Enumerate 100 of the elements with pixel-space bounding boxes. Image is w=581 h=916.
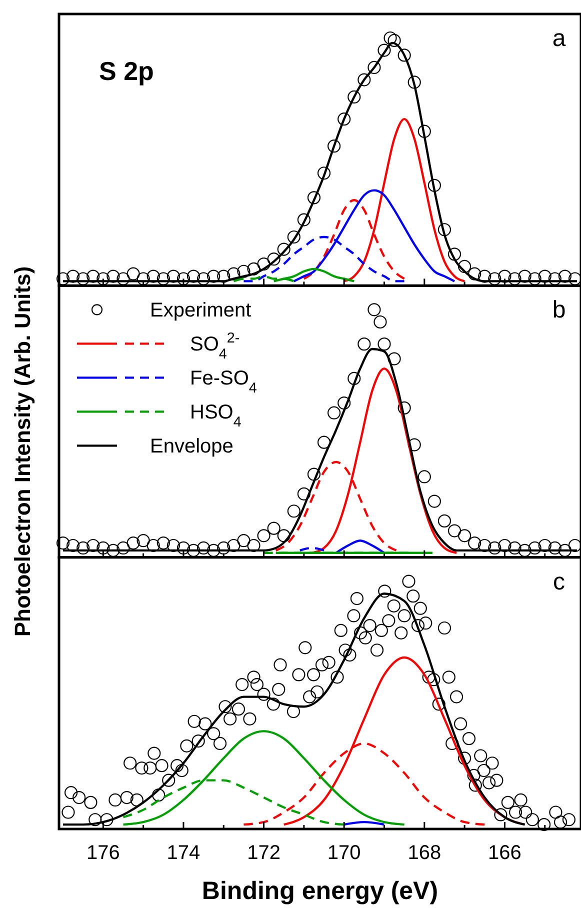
point: [247, 262, 260, 276]
point: [166, 270, 180, 283]
point: [348, 90, 361, 104]
annotation: a: [552, 25, 566, 52]
x-axis-title: Binding energy (eV): [202, 877, 438, 905]
point: [307, 468, 321, 481]
x-tick-label: 166: [488, 842, 522, 864]
point: [358, 73, 371, 86]
point: [66, 538, 80, 552]
point: [186, 270, 200, 283]
annotation: S 2p: [99, 56, 154, 86]
x-tick-label: 170: [327, 842, 361, 864]
y-axis-title: Photoelectron Intensity (Arb. Units): [10, 266, 35, 637]
point: [388, 352, 401, 366]
point: [86, 538, 100, 552]
point: [398, 48, 411, 62]
point: [418, 470, 431, 484]
annotation: b: [552, 296, 566, 324]
point: [136, 272, 150, 286]
point: [96, 541, 110, 555]
point: [166, 538, 180, 552]
x-tick-label: 172: [247, 842, 280, 864]
point: [197, 541, 210, 555]
point: [186, 544, 200, 557]
point: [56, 536, 70, 550]
point: [338, 396, 351, 410]
point: [568, 538, 581, 552]
point: [86, 270, 100, 283]
point: [106, 270, 120, 283]
point: [558, 270, 572, 283]
point: [384, 31, 397, 45]
point: [458, 260, 472, 274]
point: [207, 270, 220, 283]
point: [488, 272, 502, 286]
x-tick-label: 176: [86, 842, 120, 864]
point: [378, 338, 391, 351]
point: [478, 538, 492, 552]
point: [468, 267, 482, 280]
point: [368, 303, 381, 316]
point: [518, 544, 532, 557]
point: [106, 544, 120, 557]
point: [508, 272, 522, 286]
annotation: c: [553, 568, 565, 596]
legend-label: Envelope: [150, 436, 234, 458]
point: [388, 34, 401, 48]
point: [368, 60, 381, 74]
point: [488, 541, 502, 555]
point: [448, 524, 462, 538]
point: [458, 529, 472, 542]
x-tick-label: 174: [166, 842, 200, 864]
point: [438, 223, 452, 236]
point: [468, 536, 482, 550]
point: [328, 140, 341, 153]
point: [478, 270, 492, 283]
point: [538, 538, 552, 552]
point: [227, 267, 240, 280]
point: [498, 270, 512, 283]
point: [378, 44, 391, 57]
point: [267, 522, 280, 535]
point: [176, 272, 190, 286]
point: [297, 487, 310, 500]
point: [287, 230, 300, 244]
point: [568, 272, 581, 286]
point: [548, 272, 562, 286]
point: [374, 315, 387, 328]
point: [126, 267, 140, 280]
point: [428, 494, 441, 508]
point: [508, 541, 522, 555]
point: [348, 372, 361, 386]
point: [317, 436, 331, 449]
point: [277, 529, 290, 542]
point: [317, 166, 331, 180]
point: [257, 257, 270, 271]
point: [438, 514, 452, 528]
point: [116, 541, 130, 555]
point: [257, 529, 270, 542]
point: [237, 264, 250, 278]
point: [528, 272, 542, 286]
point: [146, 538, 160, 552]
point: [156, 272, 170, 286]
point: [408, 76, 421, 89]
point: [76, 272, 90, 286]
point: [558, 544, 572, 557]
point: [528, 541, 542, 555]
point: [538, 270, 552, 283]
point: [66, 270, 80, 283]
legend-label: Experiment: [150, 300, 252, 322]
point: [136, 534, 150, 548]
point: [237, 534, 250, 548]
point: [338, 112, 351, 126]
point: [207, 544, 220, 557]
point: [297, 213, 310, 226]
point: [126, 536, 140, 550]
point: [277, 242, 290, 256]
point: [287, 504, 300, 518]
x-tick-label: 168: [408, 842, 442, 864]
point: [267, 252, 280, 266]
point: [448, 248, 462, 261]
point: [217, 541, 230, 555]
point: [217, 270, 230, 283]
